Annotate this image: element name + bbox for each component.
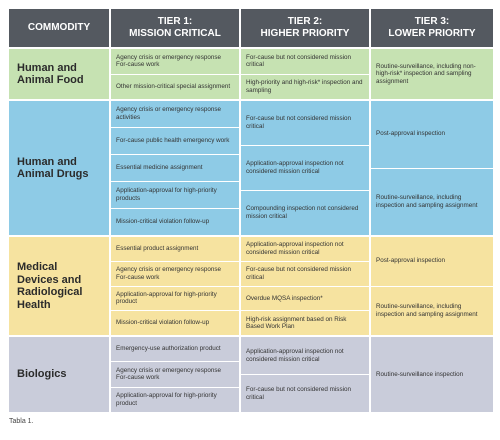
commodity-row: Human and Animal Food Agency crisis or em… <box>9 49 493 101</box>
header-cell: TIER 3: LOWER PRIORITY <box>371 9 493 47</box>
activity: Post-approval inspection <box>371 237 493 287</box>
activity: Application-approval for high-priority p… <box>111 287 239 312</box>
tier1-column: Agency crisis or emergency response acti… <box>111 101 241 235</box>
tier2-column: For-cause but not considered mission cri… <box>241 101 371 235</box>
header-line: TIER 1: <box>157 16 193 27</box>
activity: Mission-critical violation follow-up <box>116 319 210 327</box>
activity: Routine-surveillance inspection <box>376 370 464 378</box>
tier1-column: Essential product assignment Agency crisi… <box>111 237 241 335</box>
header-line: TIER 3: <box>414 16 450 27</box>
header-row: COMMODITY TIER 1: MISSION CRITICAL TIER 2: H… <box>9 9 493 49</box>
activity: Routine-surveillance, including non-high… <box>376 62 476 85</box>
commodity-name: Biologics <box>17 368 67 381</box>
activity: Essential medicine assignment <box>111 155 239 182</box>
commodity-name: Human and Animal Food <box>17 61 84 87</box>
caption: Tabla 1. <box>9 418 34 425</box>
activity: Overdue MQSA inspection* <box>241 287 369 312</box>
activity: Agency crisis or emergency response acti… <box>111 101 239 128</box>
header-line: MISSION CRITICAL <box>129 28 221 39</box>
activity: For-cause public health emergency work <box>111 128 239 155</box>
activity: For-cause but not considered mission cri… <box>246 385 351 401</box>
activity: Routine-surveillance, including inspecti… <box>376 194 478 209</box>
commodity-cell: Medical Devices and Radiological Health <box>9 237 111 335</box>
header-cell: COMMODITY <box>9 9 111 47</box>
activity: Application-approval inspection not cons… <box>241 337 369 375</box>
activity: Emergency-use authorization product <box>111 337 239 363</box>
header-line: HIGHER PRIORITY <box>260 28 350 39</box>
activity: Essential product assignment <box>111 237 239 262</box>
activity: High-risk assignment based on Risk Based… <box>246 315 347 331</box>
activity: For-cause but not considered mission cri… <box>241 262 369 287</box>
header-line: LOWER PRIORITY <box>388 28 476 39</box>
activity: For-cause but not considered mission cri… <box>241 49 369 75</box>
activity: Mission-critical violation follow-up <box>116 218 210 226</box>
tier3-column: Post-approval inspection Routine-surveill… <box>371 237 493 335</box>
commodity-cell: Human and Animal Drugs <box>9 101 111 235</box>
activity: Other mission-critical special assignmen… <box>116 82 231 90</box>
commodity-cell: Human and Animal Food <box>9 49 111 99</box>
tier2-column: For-cause but not considered mission cri… <box>241 49 371 99</box>
activity: Application-approval inspection not cons… <box>241 237 369 262</box>
activity: Post-approval inspection <box>371 101 493 169</box>
header-line: COMMODITY <box>27 22 91 33</box>
tier1-column: Emergency-use authorization product Agenc… <box>111 337 241 412</box>
activity: For-cause but not considered mission cri… <box>241 101 369 146</box>
tier2-column: Application-approval inspection not cons… <box>241 237 371 335</box>
activity: Agency crisis or emergency response For-… <box>111 49 239 75</box>
header-cell: TIER 1: MISSION CRITICAL <box>111 9 241 47</box>
header-line: TIER 2: <box>287 16 323 27</box>
tier3-column: Routine-surveillance inspection <box>371 337 493 412</box>
tier2-column: Application-approval inspection not cons… <box>241 337 371 412</box>
activity: High-priority and high-risk* inspection … <box>246 79 363 94</box>
tier3-column: Post-approval inspection Routine-surveill… <box>371 101 493 235</box>
commodity-row: Human and Animal Drugs Agency crisis or e… <box>9 101 493 237</box>
activity: Routine-surveillance, including inspecti… <box>376 303 478 318</box>
tier3-column: Routine-surveillance, including non-high… <box>371 49 493 99</box>
activity: Application-approval for high-priority p… <box>116 392 217 407</box>
commodity-cell: Biologics <box>9 337 111 412</box>
activity: Compounding inspection not considered mi… <box>246 205 359 220</box>
commodity-name: Human and Animal Drugs <box>17 155 89 181</box>
header-cell: TIER 2: HIGHER PRIORITY <box>241 9 371 47</box>
commodity-row: Biologics Emergency-use authorization pro… <box>9 337 493 414</box>
tier1-column: Agency crisis or emergency response For-… <box>111 49 241 99</box>
activity: Application-approval for high-priority p… <box>111 182 239 209</box>
activity: Agency crisis or emergency response For-… <box>111 362 239 388</box>
activity: Agency crisis or emergency response For-… <box>111 262 239 287</box>
commodity-name: Medical Devices and Radiological Health <box>17 261 83 311</box>
table: COMMODITY TIER 1: MISSION CRITICAL TIER 2: H… <box>9 9 493 414</box>
activity: Application-approval inspection not cons… <box>241 146 369 191</box>
commodity-row: Medical Devices and Radiological Health E… <box>9 237 493 337</box>
